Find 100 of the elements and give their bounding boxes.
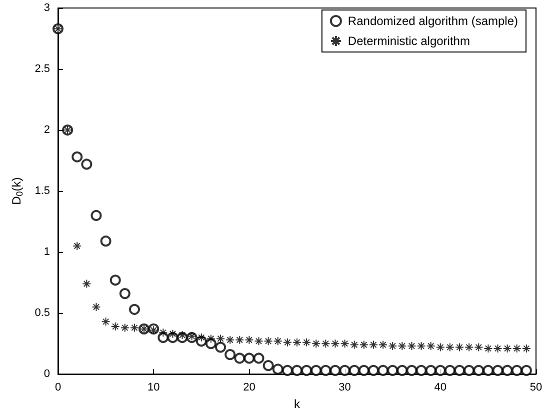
point bbox=[434, 364, 446, 376]
point bbox=[262, 360, 274, 372]
point bbox=[330, 364, 341, 376]
point bbox=[178, 330, 187, 340]
y-tick-label: 1 bbox=[44, 246, 50, 258]
point bbox=[444, 364, 456, 376]
point bbox=[272, 364, 284, 375]
point bbox=[100, 236, 112, 247]
point bbox=[388, 342, 398, 351]
point bbox=[396, 364, 408, 376]
y-tick-label: 2.5 bbox=[34, 63, 50, 76]
point bbox=[168, 329, 178, 338]
point bbox=[464, 342, 474, 352]
point bbox=[90, 210, 102, 221]
point bbox=[72, 151, 83, 162]
point bbox=[216, 334, 226, 344]
point bbox=[273, 336, 282, 346]
x-tick-label: 50 bbox=[530, 382, 542, 394]
point bbox=[398, 342, 407, 351]
point bbox=[339, 364, 350, 376]
point bbox=[254, 336, 264, 346]
y-tick-label: 3 bbox=[44, 2, 50, 14]
point bbox=[130, 323, 139, 332]
point bbox=[330, 339, 340, 348]
point bbox=[320, 364, 332, 376]
point bbox=[226, 335, 235, 344]
point bbox=[340, 339, 350, 348]
x-tick-label: 0 bbox=[54, 382, 62, 394]
point bbox=[312, 339, 321, 348]
point bbox=[244, 352, 255, 364]
point bbox=[455, 342, 464, 352]
point bbox=[120, 323, 130, 332]
point bbox=[407, 342, 416, 351]
point bbox=[502, 364, 513, 376]
point bbox=[215, 342, 226, 353]
point bbox=[493, 344, 502, 353]
point bbox=[196, 332, 206, 342]
point bbox=[92, 302, 101, 312]
point bbox=[235, 335, 244, 344]
point bbox=[350, 340, 359, 350]
point bbox=[244, 335, 254, 344]
point bbox=[282, 338, 292, 347]
point bbox=[368, 340, 378, 350]
point bbox=[149, 326, 158, 335]
point bbox=[321, 339, 330, 348]
point bbox=[72, 241, 82, 250]
point bbox=[426, 342, 436, 351]
point bbox=[81, 158, 92, 170]
point bbox=[128, 304, 140, 315]
point bbox=[253, 352, 264, 364]
legend-label: Deterministic algorithm bbox=[348, 34, 470, 48]
y-tick-label: 1.5 bbox=[34, 185, 50, 198]
point bbox=[368, 364, 379, 376]
point bbox=[484, 344, 493, 353]
point bbox=[492, 364, 504, 376]
point bbox=[119, 288, 130, 300]
point bbox=[292, 338, 302, 347]
point bbox=[378, 340, 388, 350]
point bbox=[416, 342, 426, 351]
y-tick-label: 0 bbox=[44, 368, 50, 380]
point bbox=[301, 364, 312, 376]
point bbox=[224, 349, 236, 360]
point bbox=[512, 344, 522, 353]
point bbox=[348, 364, 360, 376]
point bbox=[282, 364, 293, 376]
y-axis-title: D0(k) bbox=[9, 177, 24, 205]
point bbox=[101, 317, 110, 326]
x-tick-label: 10 bbox=[147, 382, 160, 394]
point bbox=[425, 364, 436, 376]
point bbox=[520, 364, 532, 376]
point bbox=[110, 274, 121, 286]
point bbox=[310, 364, 322, 376]
point bbox=[359, 340, 368, 350]
point bbox=[454, 364, 466, 376]
point bbox=[264, 336, 273, 346]
point bbox=[358, 364, 370, 376]
point bbox=[436, 342, 445, 352]
point bbox=[511, 364, 522, 376]
x-tick-label: 20 bbox=[243, 382, 256, 394]
legend-label: Randomized algorithm (sample) bbox=[348, 14, 518, 28]
point bbox=[416, 364, 427, 376]
point bbox=[482, 364, 494, 376]
x-axis-title: k bbox=[294, 397, 301, 411]
point bbox=[473, 364, 484, 376]
y-tick-label: 2 bbox=[44, 124, 50, 136]
point bbox=[234, 352, 246, 364]
point bbox=[502, 344, 512, 353]
point bbox=[522, 344, 531, 353]
point bbox=[302, 338, 312, 347]
point bbox=[206, 334, 216, 344]
point bbox=[158, 328, 168, 338]
point bbox=[292, 364, 302, 376]
point bbox=[82, 279, 92, 288]
point bbox=[406, 364, 418, 376]
y-tick-label: 0.5 bbox=[34, 307, 50, 320]
x-tick-label: 40 bbox=[434, 382, 447, 394]
x-tick-label: 30 bbox=[338, 382, 351, 394]
point bbox=[464, 364, 475, 376]
point bbox=[387, 364, 398, 376]
point bbox=[378, 364, 389, 376]
